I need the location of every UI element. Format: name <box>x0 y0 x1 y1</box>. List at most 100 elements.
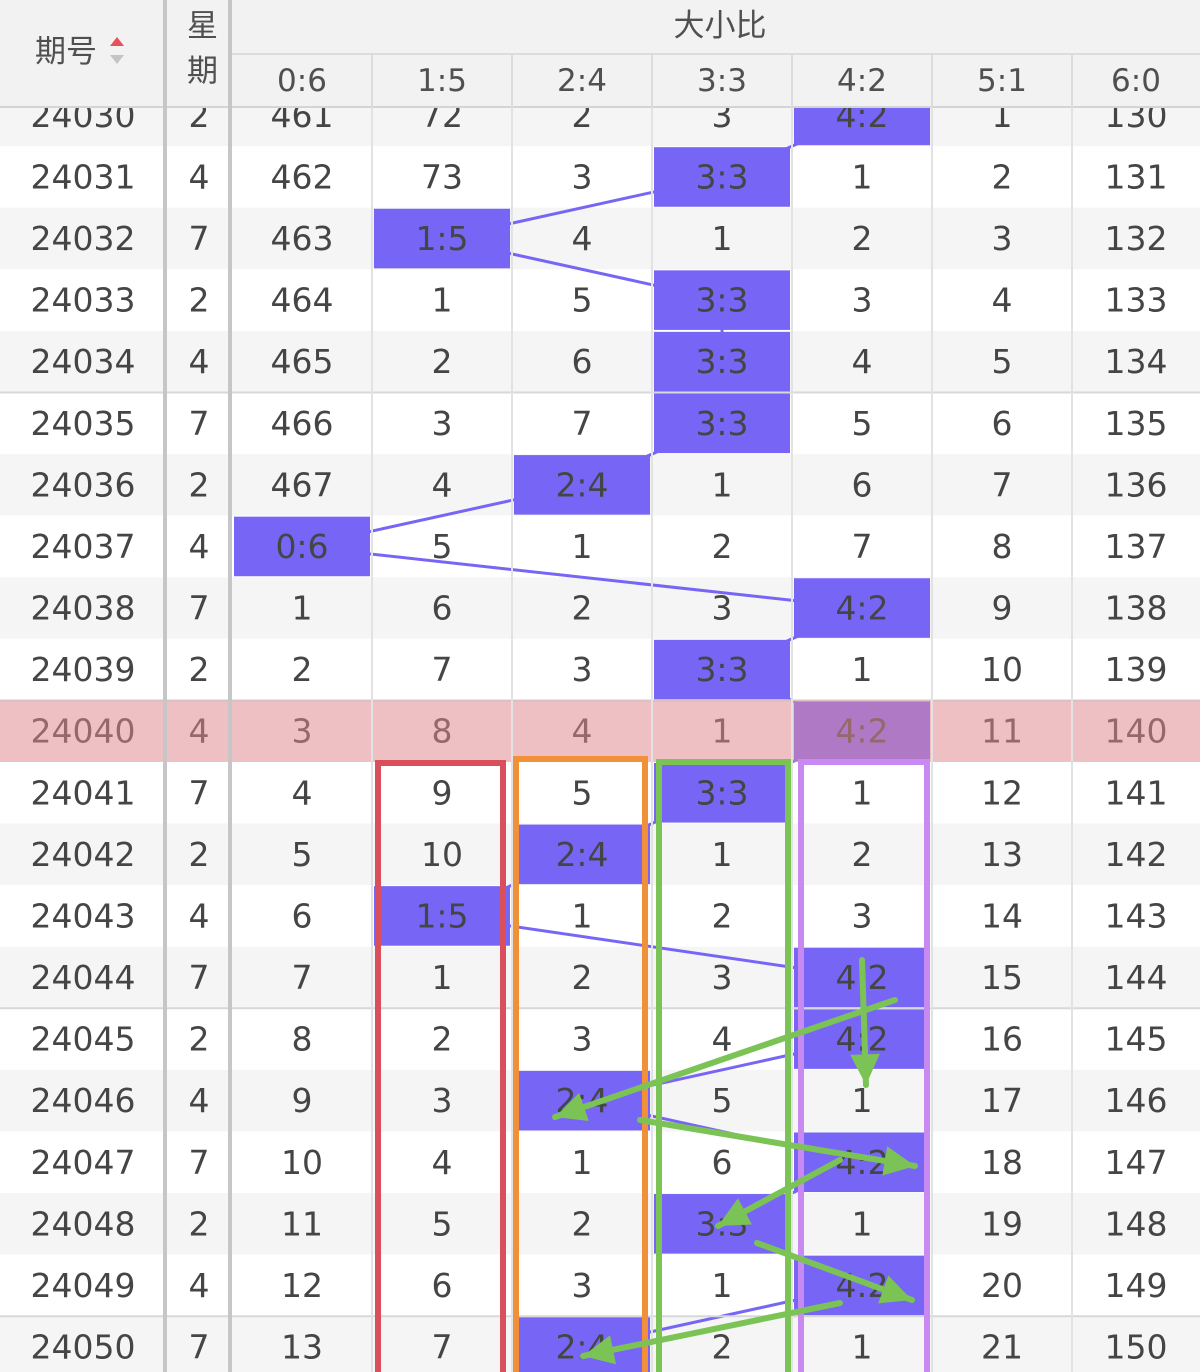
weekday-cell: 7 <box>189 219 210 258</box>
hit-cell <box>514 1070 650 1131</box>
hit-cell <box>374 208 510 269</box>
miss-count: 5 <box>432 527 453 566</box>
miss-count: 6 <box>852 465 873 504</box>
row-background <box>0 1254 1200 1317</box>
miss-count: 6 <box>432 1266 453 1305</box>
miss-count: 1 <box>432 281 453 320</box>
miss-count: 6 <box>432 589 453 628</box>
period-cell: 24043 <box>31 896 136 935</box>
hit-label: 3:3 <box>695 281 748 320</box>
hit-cell <box>234 516 370 577</box>
miss-count: 3 <box>572 650 593 689</box>
miss-count: 3 <box>852 281 873 320</box>
miss-count: 2 <box>432 1020 453 1059</box>
period-cell: 24036 <box>31 465 136 504</box>
column-header: 1:5 <box>417 63 467 99</box>
weekday-cell: 2 <box>189 835 210 874</box>
miss-count: 73 <box>421 157 463 196</box>
hit-cell <box>374 886 510 946</box>
miss-count: 1 <box>712 465 733 504</box>
miss-count: 2 <box>992 157 1013 196</box>
miss-count: 5 <box>572 281 593 320</box>
period-cell: 24050 <box>31 1327 136 1366</box>
annotation-arrowhead <box>878 1275 912 1304</box>
miss-count: 3 <box>572 1266 593 1305</box>
period-cell: 24039 <box>31 650 136 689</box>
miss-count: 144 <box>1105 958 1168 997</box>
miss-count: 149 <box>1105 1266 1168 1305</box>
miss-count: 3 <box>712 958 733 997</box>
row-background <box>0 207 1200 270</box>
miss-count: 2 <box>852 219 873 258</box>
period-cell: 24033 <box>31 281 136 320</box>
row-background <box>0 392 1200 455</box>
miss-count: 15 <box>981 958 1023 997</box>
miss-count: 137 <box>1105 527 1168 566</box>
hit-label: 4:2 <box>835 589 888 628</box>
miss-count: 132 <box>1105 219 1168 258</box>
miss-count: 7 <box>852 527 873 566</box>
miss-count: 148 <box>1105 1204 1168 1243</box>
weekday-cell: 4 <box>189 342 210 381</box>
row-background <box>0 269 1200 331</box>
miss-count: 5 <box>572 773 593 812</box>
miss-count: 2 <box>572 958 593 997</box>
miss-count: 145 <box>1105 1020 1168 1059</box>
hit-cell <box>654 639 790 700</box>
miss-count: 141 <box>1105 773 1168 812</box>
miss-count: 9 <box>992 589 1013 628</box>
hit-cell <box>654 393 790 454</box>
annotation-arrow <box>552 997 898 1120</box>
weekday-cell: 7 <box>189 958 210 997</box>
period-header[interactable]: 期号 <box>35 34 97 70</box>
row-background <box>0 330 1200 393</box>
miss-count: 11 <box>281 1204 323 1243</box>
weekday-cell: 4 <box>189 896 210 935</box>
annotations <box>375 756 930 1372</box>
miss-count: 2 <box>292 650 313 689</box>
miss-count: 2 <box>712 527 733 566</box>
weekday-cell: 4 <box>189 527 210 566</box>
miss-count: 3 <box>572 157 593 196</box>
miss-count: 134 <box>1105 342 1168 381</box>
miss-count: 4 <box>572 219 593 258</box>
miss-count: 12 <box>981 773 1023 812</box>
miss-count: 139 <box>1105 650 1168 689</box>
weekday-cell: 2 <box>189 465 210 504</box>
period-cell: 24032 <box>31 219 136 258</box>
miss-count: 1 <box>432 958 453 997</box>
period-cell: 24046 <box>31 1081 136 1120</box>
miss-count: 467 <box>271 465 334 504</box>
hit-cell <box>654 147 790 207</box>
trend-line <box>301 544 863 610</box>
column-header: 0:6 <box>277 63 327 99</box>
miss-count: 136 <box>1105 465 1168 504</box>
hit-label: 3:3 <box>695 157 748 196</box>
period-cell: 24048 <box>31 1204 136 1243</box>
period-cell: 24035 <box>31 404 136 443</box>
miss-count: 147 <box>1105 1143 1168 1182</box>
miss-count: 3 <box>992 219 1013 258</box>
miss-count: 12 <box>281 1266 323 1305</box>
miss-count: 138 <box>1105 589 1168 628</box>
miss-count: 21 <box>981 1327 1023 1366</box>
annotation-box <box>798 759 930 1372</box>
miss-count: 7 <box>432 1327 453 1366</box>
miss-count: 5 <box>992 342 1013 381</box>
annotation-box <box>375 760 506 1372</box>
miss-count: 19 <box>981 1204 1023 1243</box>
column-header: 6:0 <box>1111 63 1161 99</box>
miss-count: 4 <box>992 281 1013 320</box>
hit-label: 0:6 <box>275 527 328 566</box>
miss-count: 6 <box>572 342 593 381</box>
sort-up-icon[interactable] <box>110 37 124 46</box>
miss-count: 3 <box>432 404 453 443</box>
miss-count: 1 <box>712 1266 733 1305</box>
weekday-cell: 7 <box>189 589 210 628</box>
weekday-cell: 7 <box>189 404 210 443</box>
hit-label: 3:3 <box>695 404 748 443</box>
row-background <box>0 946 1200 1009</box>
sort-down-icon[interactable] <box>110 55 124 64</box>
